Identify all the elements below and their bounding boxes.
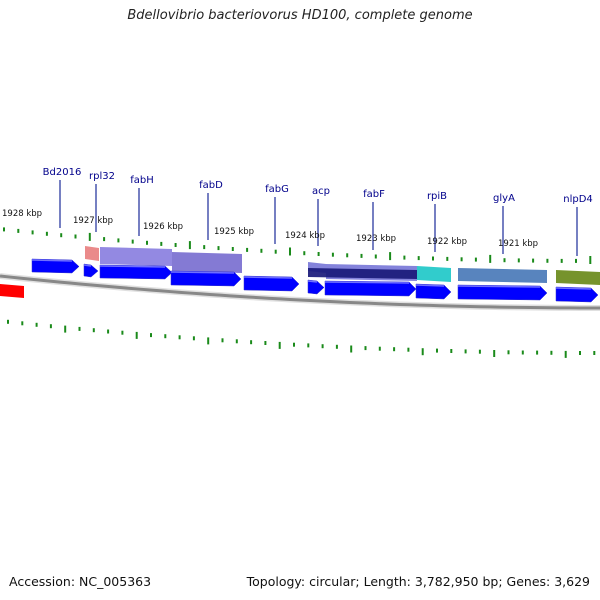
scale-label: 1925 kbp bbox=[214, 227, 254, 237]
cds-arrow-highlight bbox=[170, 271, 235, 274]
cds-arrow-highlight bbox=[555, 287, 592, 290]
gene-label: acp bbox=[312, 186, 330, 197]
cds-arrow bbox=[99, 264, 173, 280]
function-band bbox=[417, 266, 451, 282]
cds-arrow-highlight bbox=[457, 285, 541, 288]
gene-label: glyA bbox=[493, 193, 515, 204]
function-band bbox=[308, 268, 417, 279]
cds-arrow bbox=[307, 279, 325, 295]
cds-arrow bbox=[457, 284, 548, 301]
function-band bbox=[100, 247, 172, 266]
label-leader-lines bbox=[59, 180, 578, 256]
outer-tick-ring bbox=[3, 227, 592, 264]
gene-track bbox=[0, 246, 600, 303]
function-band bbox=[556, 270, 600, 285]
cds-arrow-highlight bbox=[99, 265, 166, 268]
cds-arrow bbox=[324, 280, 417, 297]
gene-label: fabH bbox=[130, 175, 154, 186]
cds-arrow-highlight bbox=[307, 280, 318, 283]
cds-arrow-highlight bbox=[83, 264, 92, 267]
scale-label: 1926 kbp bbox=[143, 222, 183, 232]
function-band bbox=[85, 246, 99, 261]
scale-label: 1921 kbp bbox=[498, 239, 538, 249]
scale-label: 1928 kbp bbox=[2, 209, 42, 219]
scale-label: 1923 kbp bbox=[356, 234, 396, 244]
cds-arrow bbox=[415, 283, 452, 300]
accession-text: Accession: NC_005363 bbox=[9, 574, 152, 589]
function-band bbox=[172, 252, 242, 273]
gene-label: nlpD4 bbox=[563, 194, 593, 205]
gene-label: Bd2016 bbox=[43, 167, 82, 178]
cds-arrow-highlight bbox=[243, 276, 293, 279]
scale-label: 1927 kbp bbox=[73, 216, 113, 226]
gene-label: fabG bbox=[265, 184, 289, 195]
scale-label: 1922 kbp bbox=[427, 237, 467, 247]
cds-arrow bbox=[555, 286, 599, 303]
gene-label: fabD bbox=[199, 180, 223, 191]
genome-backbone bbox=[0, 273, 600, 311]
backbone-line bbox=[0, 274, 600, 310]
topology-summary: Topology: circular; Length: 3,782,950 bp… bbox=[246, 574, 590, 589]
gene-labels: Bd2016 rpl32 fabH fabD fabG acp fabF rpiB glyA nl… bbox=[43, 167, 593, 205]
inner-tick-ring bbox=[7, 319, 596, 358]
cds-arrow-highlight bbox=[415, 284, 445, 287]
cds-arrow-highlight bbox=[31, 259, 73, 262]
cds-arrow bbox=[170, 270, 242, 287]
reverse-cds bbox=[0, 284, 24, 298]
cds-arrow bbox=[31, 258, 80, 274]
gene-label: rpiB bbox=[427, 191, 447, 202]
map-title: Bdellovibrio bacteriovorus HD100, comple… bbox=[127, 8, 473, 23]
scale-label: 1924 kbp bbox=[285, 231, 325, 241]
scale-labels: 1928 kbp 1927 kbp 1926 kbp 1925 kbp 1924 kbp… bbox=[2, 209, 538, 249]
function-band bbox=[458, 268, 547, 283]
cds-arrow bbox=[83, 263, 99, 278]
cds-arrow-highlight bbox=[324, 281, 410, 284]
gene-label: fabF bbox=[363, 189, 385, 200]
gene-label: rpl32 bbox=[89, 171, 115, 182]
cds-arrow bbox=[243, 275, 300, 292]
